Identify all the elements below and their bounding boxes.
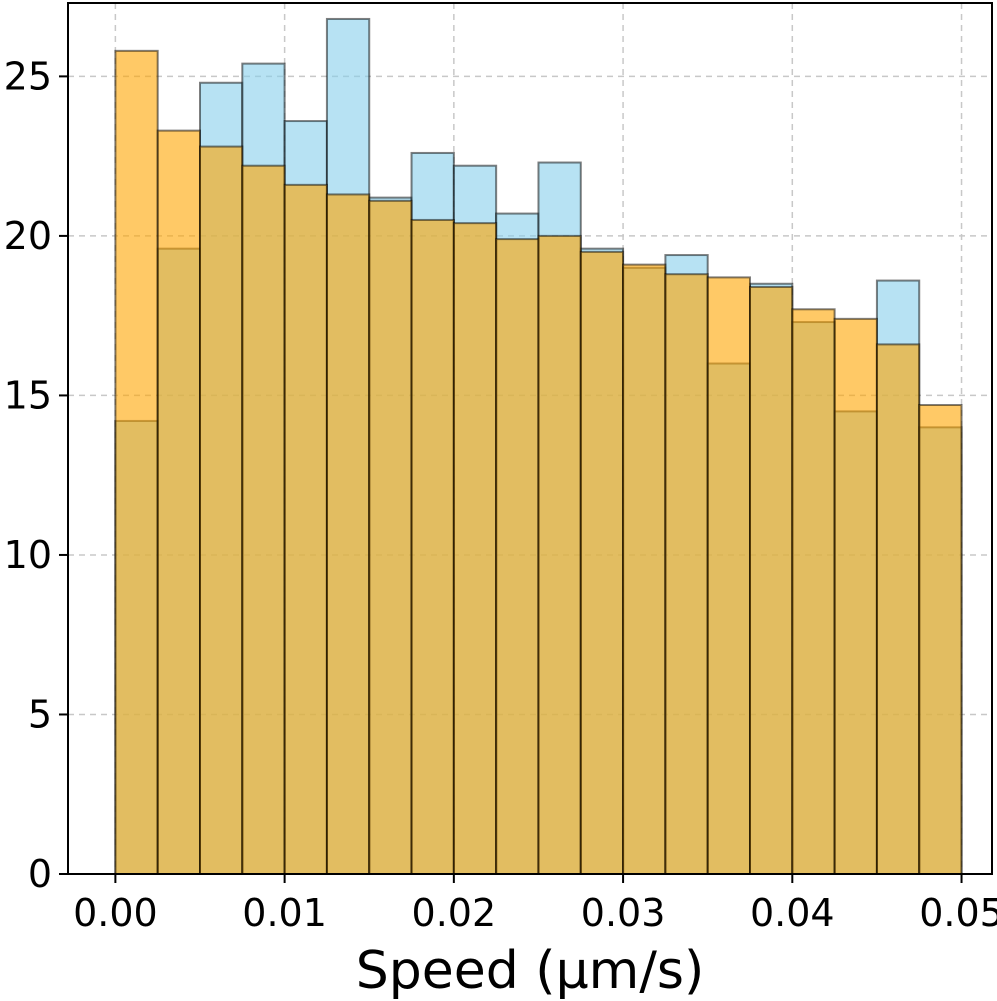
y-tick-label: 25 xyxy=(4,54,52,98)
x-tick-label: 0.01 xyxy=(242,891,327,935)
histogram-bar xyxy=(199,145,244,876)
x-tick-label: 0.00 xyxy=(73,891,158,935)
histogram-bar xyxy=(706,276,752,875)
histogram-bar xyxy=(791,308,836,875)
y-tick-label: 10 xyxy=(4,533,52,577)
histogram-bar xyxy=(664,273,709,875)
x-axis-title: Speed (μm/s) xyxy=(356,941,704,1001)
plot-frame xyxy=(67,2,993,875)
y-tick-label: 15 xyxy=(4,373,52,417)
x-tick-label: 0.02 xyxy=(412,891,497,935)
x-tick-label: 0.05 xyxy=(919,891,997,935)
histogram-bar xyxy=(156,129,201,876)
histogram-bars xyxy=(114,17,963,876)
histogram-bar xyxy=(579,250,625,876)
histogram-bar xyxy=(325,193,371,875)
histogram-bar xyxy=(875,343,921,875)
histogram-bar xyxy=(537,234,582,875)
y-tick-label: 5 xyxy=(28,692,52,736)
histogram-bar xyxy=(622,263,667,876)
histogram-bar xyxy=(114,49,159,876)
axis-ticks: 0.00 0.01 0.02 0.03 0.04 0.05 0 5 10 15 20 25 xyxy=(4,54,997,935)
histogram-bar xyxy=(452,222,498,875)
y-tick-label: 20 xyxy=(4,214,52,258)
histogram-bar xyxy=(495,238,540,876)
histogram-bar xyxy=(241,164,286,875)
x-tick-label: 0.03 xyxy=(581,891,666,935)
histogram-bar xyxy=(833,317,878,876)
histogram-bar xyxy=(918,404,963,875)
histogram-bar xyxy=(410,218,455,875)
histogram-bar xyxy=(283,183,328,876)
histogram-bar xyxy=(368,199,413,876)
x-tick-label: 0.04 xyxy=(750,891,835,935)
y-tick-label: 0 xyxy=(28,852,52,896)
histogram-bar xyxy=(749,285,794,875)
